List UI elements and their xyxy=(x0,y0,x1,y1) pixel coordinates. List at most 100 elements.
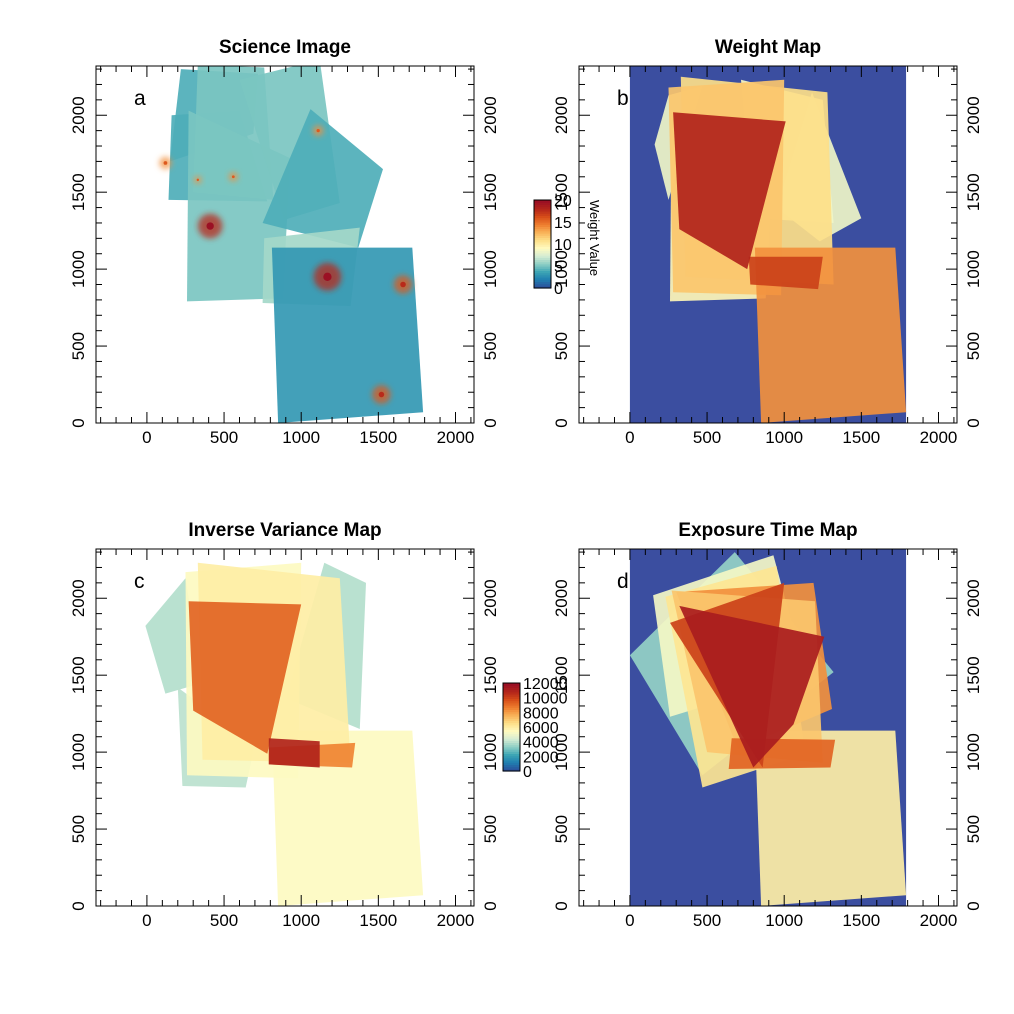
y-tick-label: 2000 xyxy=(552,579,571,617)
y-tick-label: 1000 xyxy=(552,733,571,771)
x-tick-label: 500 xyxy=(210,911,238,930)
exposure-field xyxy=(754,247,907,423)
x-tick-label: 0 xyxy=(142,428,151,447)
colorbar-swatch xyxy=(503,707,520,710)
colorbar-swatch xyxy=(534,200,551,203)
colorbar-swatch xyxy=(534,211,551,214)
colorbar-swatch xyxy=(503,691,520,695)
panel-title: Weight Map xyxy=(715,37,821,58)
source-core xyxy=(323,272,332,281)
plot-area xyxy=(629,549,907,906)
x-tick-label: 0 xyxy=(625,428,634,447)
source-core xyxy=(196,178,200,182)
y-tick-label-right: 1000 xyxy=(481,250,500,288)
colorbar-swatch xyxy=(534,281,551,285)
colorbar-swatch xyxy=(503,744,520,748)
colorbar-swatch xyxy=(534,279,551,282)
exposure-field xyxy=(679,605,825,768)
colorbar-swatch xyxy=(534,268,551,271)
exposure-field xyxy=(268,738,320,768)
colorbar-swatch xyxy=(534,206,551,210)
colorbar-swatch xyxy=(534,213,551,216)
x-tick-label: 0 xyxy=(142,911,151,930)
colorbar-swatch xyxy=(503,733,520,737)
colorbar-swatch xyxy=(503,768,520,772)
colorbar-label: Weight Value xyxy=(587,200,602,276)
y-tick-label: 500 xyxy=(552,815,571,843)
colorbar-swatch xyxy=(534,277,551,280)
colorbar-swatch xyxy=(503,749,520,752)
exposure-field xyxy=(754,730,907,906)
colorbar-tick-label: 8000 xyxy=(523,705,559,722)
colorbar-swatch xyxy=(503,718,520,721)
panel-d: 0 500 1000 1500 2000 0 0 500 500 1000 1000 1500 1500… xyxy=(552,520,983,930)
y-tick-label: 1000 xyxy=(552,250,571,288)
colorbar-swatch xyxy=(503,746,520,750)
y-tick-label-right: 500 xyxy=(964,332,983,360)
colorbar-swatch xyxy=(503,687,520,691)
colorbar-tick-label: 20 xyxy=(554,193,572,210)
colorbar-swatch xyxy=(503,731,520,735)
colorbar-swatch xyxy=(503,729,520,732)
x-tick-label: 1000 xyxy=(765,911,803,930)
colorbar-swatch xyxy=(503,753,520,757)
colorbar-swatch xyxy=(503,764,520,768)
colorbar-swatch xyxy=(503,696,520,699)
plot-frame xyxy=(578,548,958,907)
colorbar-tick-label: 0 xyxy=(523,764,532,781)
y-tick-label: 500 xyxy=(69,815,88,843)
source-core xyxy=(163,161,168,165)
x-tick-label: 2000 xyxy=(920,911,958,930)
y-tick-label: 0 xyxy=(552,901,571,910)
colorbar-swatch xyxy=(534,224,551,227)
source-core xyxy=(206,222,214,230)
y-tick-label-right: 2000 xyxy=(964,96,983,134)
colorbar-tick-label: 2000 xyxy=(523,749,559,766)
colorbar-swatch xyxy=(503,742,520,746)
colorbar-swatch xyxy=(503,716,520,719)
x-tick-label: 1500 xyxy=(359,911,397,930)
colorbar-swatch xyxy=(503,702,520,706)
y-tick-label: 500 xyxy=(69,332,88,360)
y-tick-label: 2000 xyxy=(552,96,571,134)
colorbar-swatch xyxy=(503,766,520,770)
colorbar-swatch xyxy=(503,698,520,702)
colorbar-swatch xyxy=(503,720,520,724)
colorbar-swatch xyxy=(534,250,551,254)
x-tick-label: 1500 xyxy=(842,428,880,447)
colorbar-swatch xyxy=(503,705,520,708)
y-tick-label-right: 1500 xyxy=(964,656,983,694)
y-tick-label-right: 1500 xyxy=(481,173,500,211)
colorbar-swatch xyxy=(534,263,551,267)
y-tick-label: 0 xyxy=(69,901,88,910)
plot-area xyxy=(159,66,424,423)
colorbar-tick-label: 10 xyxy=(554,237,572,254)
y-tick-label: 2000 xyxy=(69,579,88,617)
colorbar-swatch xyxy=(503,755,520,759)
panel-title: Exposure Time Map xyxy=(678,520,857,541)
colorbar-swatch xyxy=(534,261,551,265)
colorbar-swatch xyxy=(503,700,520,704)
colorbar-swatch xyxy=(503,762,520,765)
colorbar-swatch xyxy=(534,246,551,249)
x-tick-label: 1000 xyxy=(282,911,320,930)
exposure-field xyxy=(271,730,424,906)
colorbar-swatch xyxy=(534,237,551,241)
panel-title: Inverse Variance Map xyxy=(188,520,381,541)
colorbar-swatch xyxy=(534,219,551,223)
colorbar-swatch xyxy=(534,208,551,212)
colorbar-frame xyxy=(533,199,552,289)
y-tick-label: 1500 xyxy=(69,173,88,211)
y-tick-label: 1500 xyxy=(69,656,88,694)
colorbar-swatch xyxy=(503,694,520,697)
panel-letter: b xyxy=(617,87,629,110)
colorbar-swatch xyxy=(503,760,520,763)
exposure-field xyxy=(271,247,424,423)
colorbar-swatch xyxy=(503,724,520,728)
colorbar-tick-label: 15 xyxy=(554,215,572,232)
colorbar-swatch xyxy=(503,685,520,688)
x-tick-label: 2000 xyxy=(437,428,475,447)
